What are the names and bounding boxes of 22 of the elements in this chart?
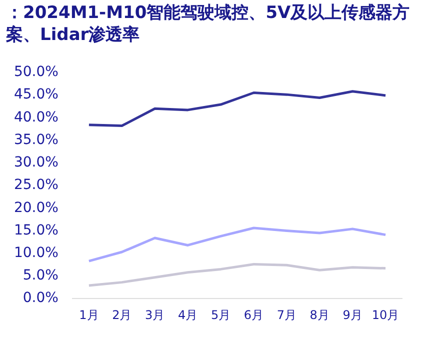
y-tick-label: 30.0% (14, 154, 58, 171)
y-tick-label: 45.0% (14, 86, 58, 103)
y-tick-label: 25.0% (14, 177, 58, 194)
y-tick-label: 40.0% (14, 109, 58, 126)
x-tick-label: 7月 (276, 308, 296, 322)
x-tick-label: 10月 (372, 308, 400, 322)
chart-title: ：2024M1-M10智能驾驶域控、5V及以上传感器方案、Lidar渗透率 (5, 2, 411, 47)
x-tick-label: 4月 (178, 308, 198, 322)
y-tick-label: 35.0% (14, 132, 58, 148)
x-tick-label: 2月 (112, 308, 132, 322)
x-tick-label: 5月 (210, 308, 231, 322)
x-tick-label: 9月 (342, 308, 362, 322)
x-tick-label: 1月 (79, 308, 99, 322)
y-tick-label: 0.0% (22, 290, 58, 306)
y-tick-label: 15.0% (14, 222, 58, 238)
y-tick-label: 10.0% (14, 245, 58, 261)
x-tick-label: 8月 (310, 308, 330, 322)
x-tick-label: 6月 (244, 308, 264, 322)
y-tick-label: 50.0% (14, 64, 58, 80)
y-tick-label: 20.0% (14, 200, 58, 216)
x-tick-label: 3月 (145, 308, 165, 322)
y-tick-label: 5.0% (22, 268, 58, 284)
